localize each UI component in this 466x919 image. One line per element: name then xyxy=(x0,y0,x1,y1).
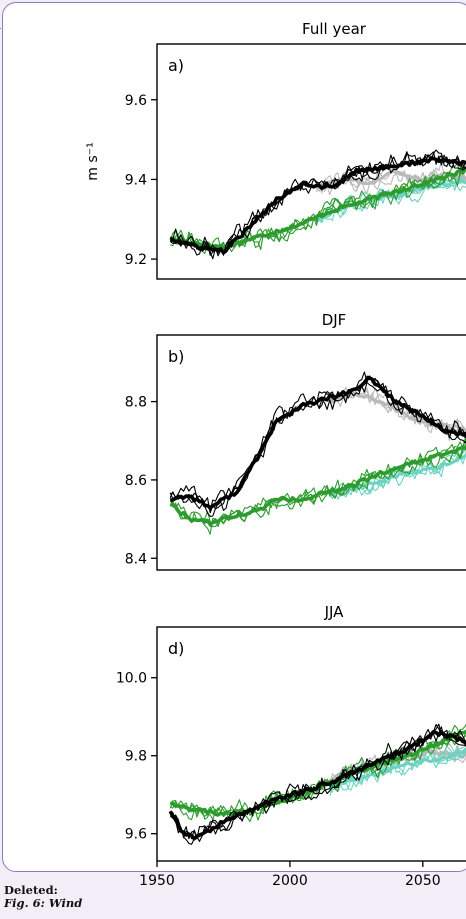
plot-frame xyxy=(156,334,466,571)
series-mean-line-green xyxy=(169,444,466,527)
y-tick-label: 8.6 xyxy=(125,473,147,489)
chart-title: DJF xyxy=(322,311,347,329)
series-mean-line-black xyxy=(169,376,466,510)
y-tick-label: 9.2 xyxy=(125,252,147,268)
chart-title: Full year xyxy=(302,20,367,38)
x-tick-label: 2050 xyxy=(405,873,441,889)
ensemble-member-line-teal xyxy=(316,179,466,225)
panel-label: d) xyxy=(168,639,184,658)
y-axis-label: m s⁻¹ xyxy=(85,142,101,180)
chart-panel-1: Full year a) 9.2 9.4 9.6 m s⁻¹ xyxy=(85,20,466,280)
y-tick-label: 8.8 xyxy=(125,395,147,411)
deleted-text: Fig. 6: Wind xyxy=(4,896,83,910)
ensemble-member-line-black xyxy=(169,149,466,260)
ensemble-member-line-black xyxy=(169,371,466,514)
deleted-label: Deleted: xyxy=(4,883,58,897)
ensemble-member-line-black xyxy=(169,375,466,511)
panel-label: b) xyxy=(168,347,184,366)
x-tick-label: 2000 xyxy=(272,873,308,889)
series-mean-line-black xyxy=(168,729,466,841)
series-mean-line-green xyxy=(169,167,466,250)
y-tick-label: 9.6 xyxy=(125,93,147,109)
plot-area xyxy=(168,723,466,845)
ensemble-member-line-green xyxy=(169,443,466,528)
comment-balloon[interactable] xyxy=(2,2,466,872)
y-tick-label: 8.4 xyxy=(125,551,147,567)
plot-area xyxy=(169,149,466,260)
ensemble-member-line-green xyxy=(170,437,466,528)
ensemble-member-line-green xyxy=(169,723,466,818)
x-tick-label: 1950 xyxy=(139,873,175,889)
plot-area xyxy=(169,371,466,535)
chart-panel-3: JJA d) 9.6 9.8 10.0 1950 2000 2050 xyxy=(116,603,466,889)
ensemble-member-line-black xyxy=(169,153,466,254)
y-tick-label: 9.4 xyxy=(125,172,147,188)
panel-label: a) xyxy=(168,56,184,75)
plot-frame xyxy=(156,43,466,280)
y-tick-label: 10.0 xyxy=(116,671,147,687)
y-tick-label: 9.6 xyxy=(125,827,147,843)
ensemble-member-line-black xyxy=(169,726,466,842)
chart-title: JJA xyxy=(324,603,345,621)
ensemble-member-line-teal xyxy=(329,750,466,793)
series-mean-line-teal xyxy=(328,747,466,789)
plot-frame xyxy=(156,626,466,862)
series-mean-line-black xyxy=(170,156,466,255)
chart-panel-2: DJF b) 8.4 8.6 8.8 xyxy=(125,311,466,571)
deleted-comment: Deleted: Fig. 6: Wind xyxy=(4,884,82,910)
y-tick-label: 9.8 xyxy=(125,749,147,765)
